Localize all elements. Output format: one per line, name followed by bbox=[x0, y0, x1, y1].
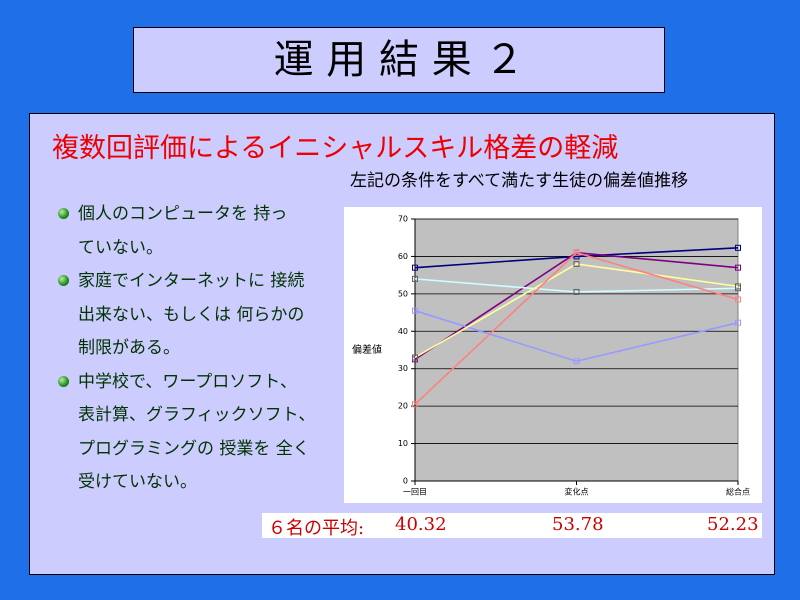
point-marker bbox=[735, 319, 741, 326]
y-tick-label: 60 bbox=[398, 252, 408, 261]
point-marker bbox=[412, 354, 418, 361]
plot-area bbox=[414, 218, 739, 482]
point-marker bbox=[573, 249, 580, 256]
point-marker bbox=[573, 260, 580, 267]
y-tick-label: 30 bbox=[398, 364, 408, 373]
y-tick-label: 10 bbox=[398, 439, 408, 448]
series-line bbox=[414, 278, 739, 293]
series-line bbox=[414, 251, 739, 405]
y-tick-label: 0 bbox=[403, 477, 408, 486]
bullet-line: プログラミングの 授業を 全く bbox=[78, 438, 310, 459]
averages: ６名の平均: 40.32 53.78 52.23 bbox=[262, 513, 762, 539]
point-marker bbox=[735, 283, 741, 290]
bullet-dot bbox=[58, 375, 69, 387]
y-axis-label: 偏差値 bbox=[352, 343, 382, 356]
bullet-list: 個人のコンピュータを 持っていない。家庭でインターネットに 接続出来ない、もしく… bbox=[58, 198, 315, 500]
bullet-line: 制限がある。 bbox=[78, 338, 180, 358]
point-marker bbox=[735, 264, 741, 271]
series-line bbox=[414, 247, 739, 269]
bullet-line: ていない。 bbox=[78, 237, 163, 258]
point-marker bbox=[735, 296, 741, 303]
y-tick-label: 70 bbox=[398, 215, 408, 224]
slide-title: 運 用 結 果 ２ bbox=[133, 27, 665, 93]
point-marker bbox=[412, 275, 418, 282]
point-marker bbox=[573, 253, 580, 260]
bullet-dot bbox=[58, 275, 69, 286]
bullet-line: 表計算、グラフィックソフト、 bbox=[78, 405, 316, 425]
averages-label: ６名の平均: bbox=[268, 518, 365, 539]
bullet-line: 家庭でインターネットに 接続 bbox=[58, 265, 315, 299]
series-line bbox=[414, 263, 739, 359]
y-tick-label: 50 bbox=[398, 289, 408, 298]
x-tick-label: 一回目 bbox=[403, 488, 427, 497]
point-marker bbox=[412, 307, 418, 314]
point-marker bbox=[412, 401, 418, 408]
point-marker bbox=[735, 244, 741, 251]
x-tick-label: 総合点 bbox=[726, 487, 750, 497]
average-value: 52.23 bbox=[707, 514, 759, 535]
heading: 複数回評価によるイニシャルスキル格差の軽減 bbox=[52, 133, 619, 164]
bullet-line: 中学校で、ワープロソフト、 bbox=[58, 366, 315, 400]
point-marker bbox=[412, 264, 418, 271]
bullet-line: 出来ない、もしくは 何らかの bbox=[78, 304, 305, 325]
y-tick-label: 20 bbox=[398, 402, 408, 411]
series-line bbox=[414, 309, 739, 363]
average-value: 40.32 bbox=[395, 514, 447, 535]
bullet-line: 個人のコンピュータを 持っ bbox=[58, 198, 315, 232]
bullet-dot bbox=[58, 208, 69, 219]
y-tick-label: 40 bbox=[398, 327, 408, 336]
point-marker bbox=[573, 288, 580, 295]
point-marker bbox=[573, 358, 580, 365]
x-tick-label: 変化点 bbox=[565, 487, 589, 497]
bullet-line: 受けていない。 bbox=[78, 472, 197, 492]
chart-title: 左記の条件をすべて満たす生徒の偏差値推移 bbox=[350, 171, 688, 191]
average-value: 53.78 bbox=[552, 514, 604, 535]
